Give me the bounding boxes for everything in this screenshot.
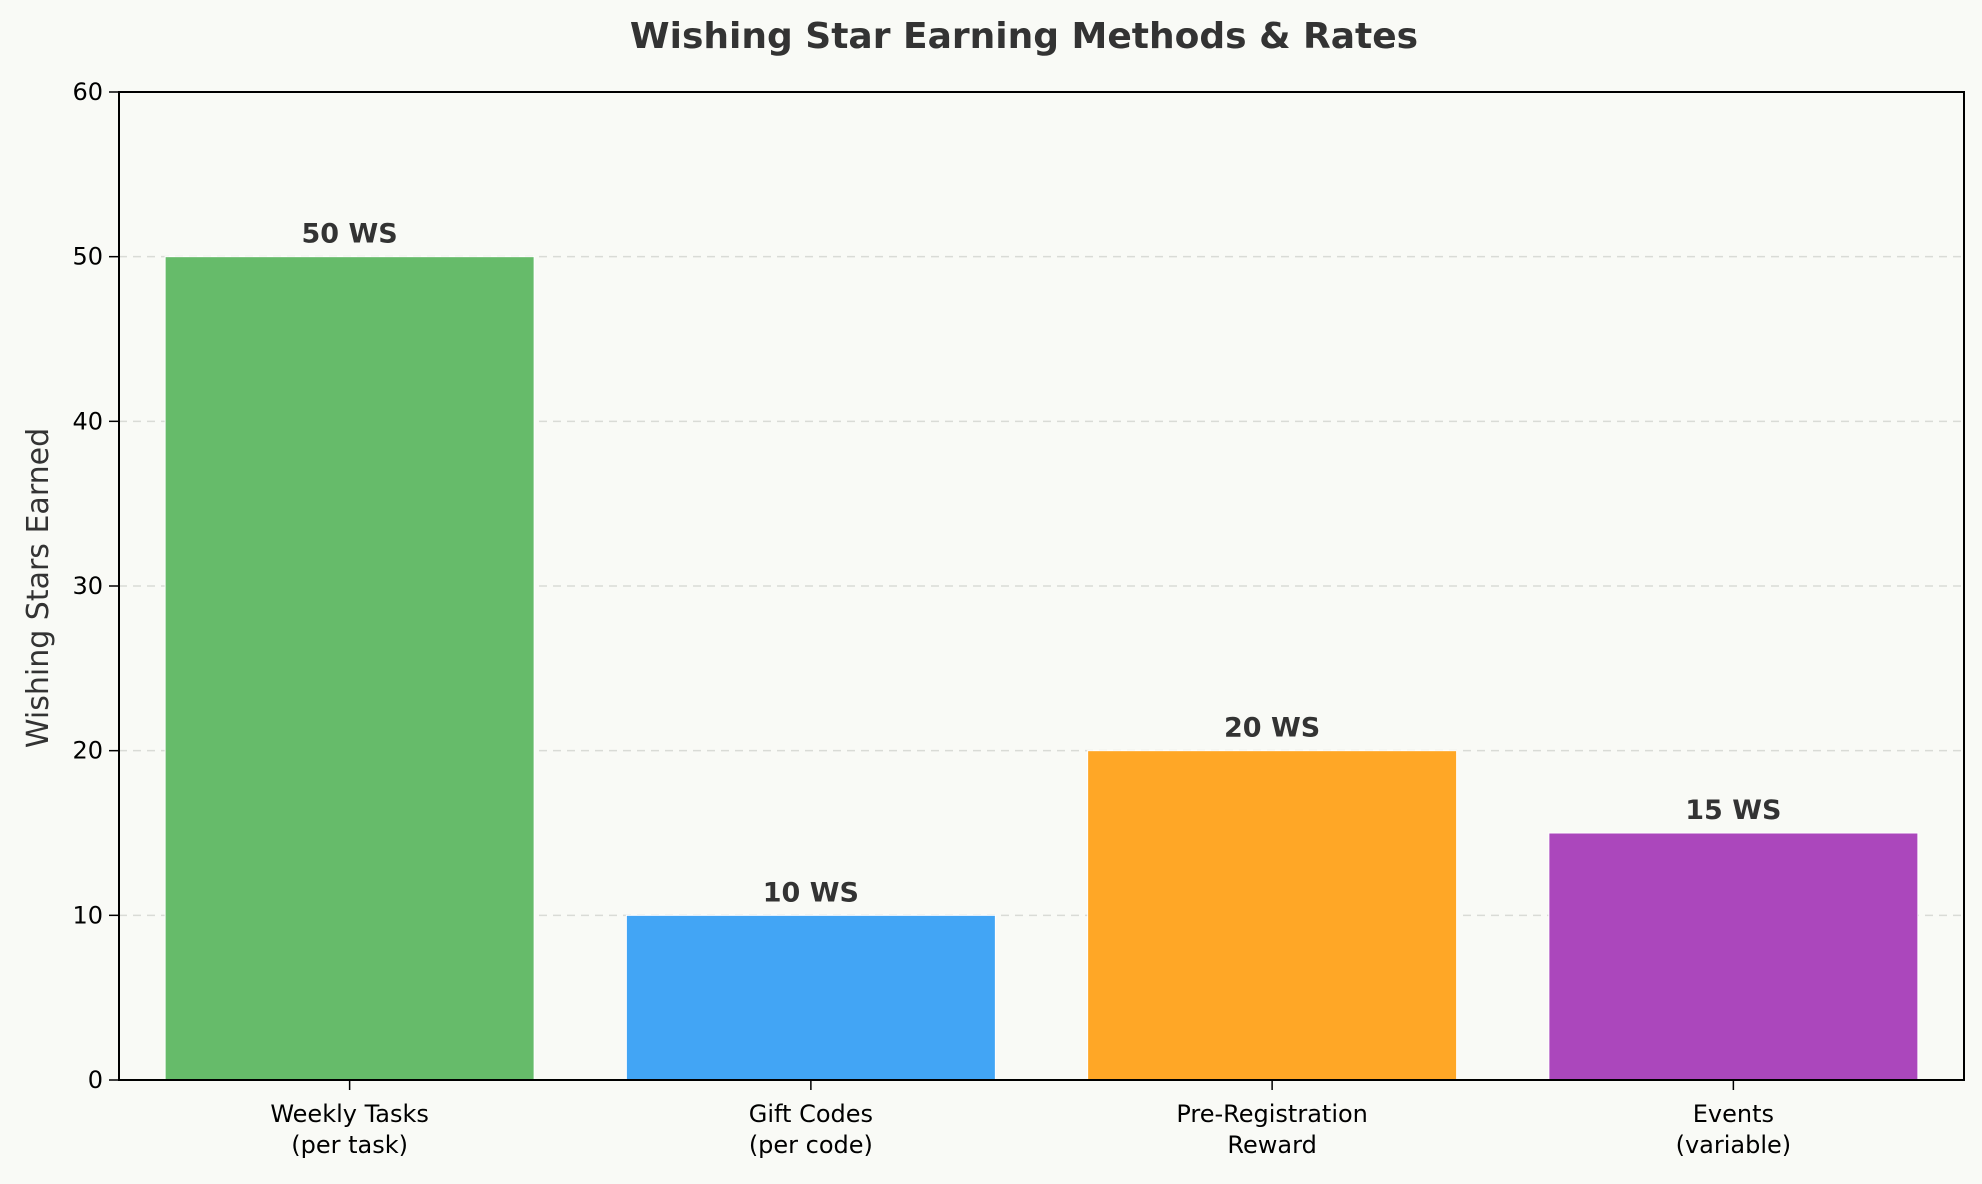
x-tick-label-line: (variable) (1676, 1131, 1792, 1159)
x-tick-label-line: Weekly Tasks (270, 1100, 429, 1128)
x-ticks: Weekly Tasks (per task) Gift Codes (per cod… (270, 1080, 1791, 1159)
bar-value-label: 15 WS (1685, 795, 1781, 826)
bar-value-label: 50 WS (302, 219, 398, 250)
chart-title: Wishing Star Earning Methods & Rates (630, 16, 1418, 57)
bar-value-label: 20 WS (1224, 713, 1320, 744)
bars (164, 256, 1919, 1081)
bar (625, 914, 996, 1081)
y-tick-label: 40 (72, 407, 103, 435)
x-tick-label: Pre-Registration Reward (1176, 1100, 1368, 1159)
x-tick-label-line: Reward (1227, 1131, 1316, 1159)
x-tick-label-line: (per code) (749, 1131, 873, 1159)
x-tick-label: Gift Codes (per code) (749, 1100, 873, 1159)
bar-value-label: 10 WS (763, 877, 859, 908)
y-tick-label: 50 (72, 243, 103, 271)
y-tick-label: 10 (72, 901, 103, 929)
bar (1548, 832, 1919, 1081)
x-tick-label: Events (variable) (1676, 1100, 1792, 1159)
x-tick-label-line: (per task) (291, 1131, 408, 1159)
y-axis-label: Wishing Stars Earned (21, 428, 56, 748)
x-tick-label-line: Events (1693, 1100, 1774, 1128)
x-tick-label-line: Gift Codes (749, 1100, 873, 1128)
bar (1087, 750, 1458, 1081)
y-tick-label: 30 (72, 572, 103, 600)
x-tick-label-line: Pre-Registration (1176, 1100, 1368, 1128)
y-tick-label: 0 (88, 1066, 103, 1094)
x-tick-label: Weekly Tasks (per task) (270, 1100, 429, 1159)
value-labels: 50 WS 10 WS 20 WS 15 WS (302, 219, 1782, 909)
y-tick-label: 60 (72, 78, 103, 106)
y-tick-label: 20 (72, 737, 103, 765)
bar (164, 256, 535, 1081)
y-ticks: 0 10 20 30 40 50 60 (72, 78, 119, 1094)
